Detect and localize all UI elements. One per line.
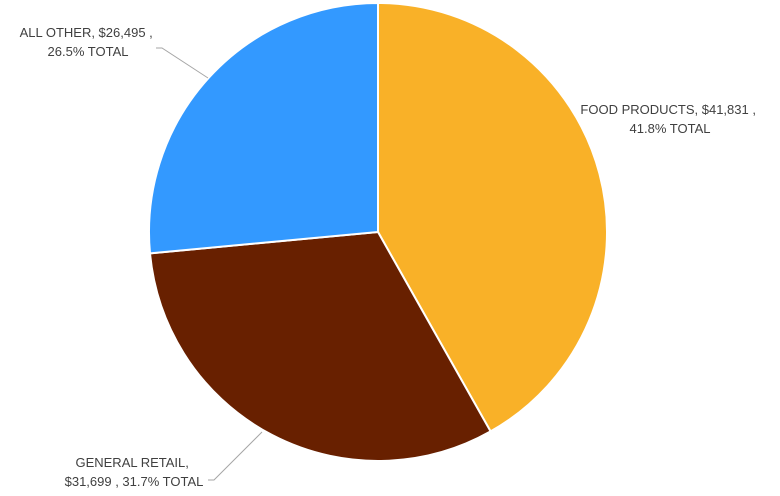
leader-line-general-retail	[208, 431, 263, 481]
data-label-food-products: FOOD PRODUCTS, $41,831 , 41.8% TOTAL	[580, 102, 759, 136]
data-label-all-other: ALL OTHER, $26,495 , 26.5% TOTAL	[20, 25, 157, 59]
data-label-general-retail: GENERAL RETAIL, $31,699 , 31.7% TOTAL	[65, 455, 204, 489]
leader-lines	[156, 47, 263, 481]
pie-slice-food-products	[377, 2, 608, 433]
pie-slice-all-other	[148, 2, 379, 255]
leader-line-all-other	[156, 47, 209, 79]
data-labels: FOOD PRODUCTS, $41,831 , 41.8% TOTAL GEN…	[20, 25, 759, 489]
pie-slice-general-retail	[149, 231, 492, 462]
pie-slices	[148, 2, 608, 462]
